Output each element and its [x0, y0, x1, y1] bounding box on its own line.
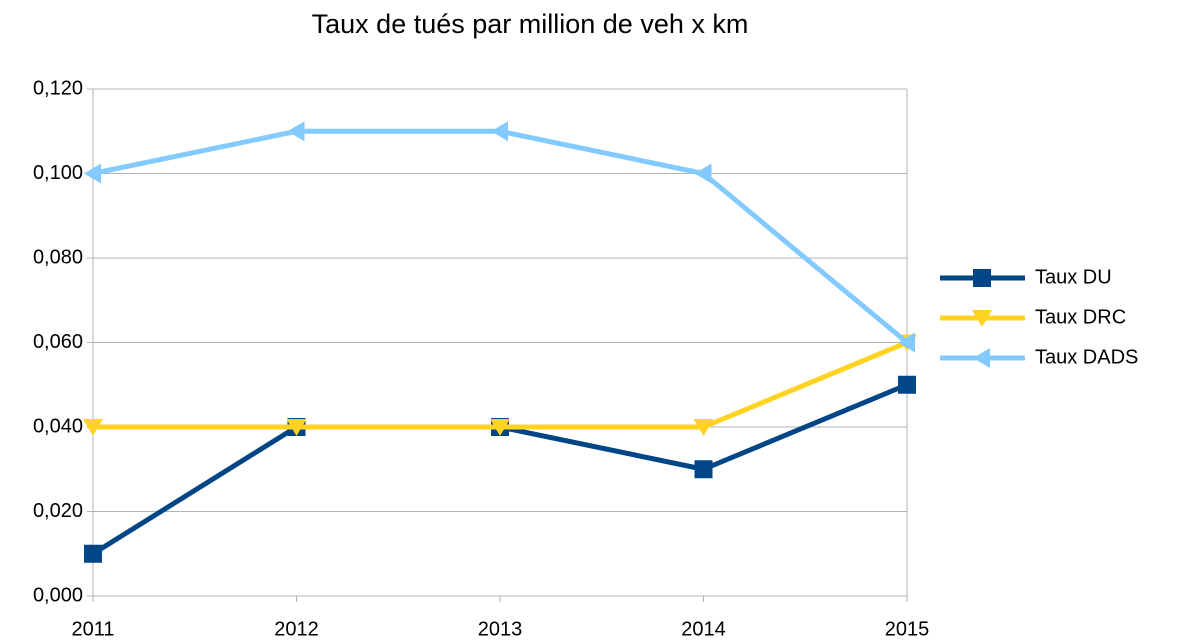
data-point — [84, 163, 101, 184]
data-point — [694, 460, 713, 479]
legend-marker — [973, 269, 991, 287]
y-tick-label: 0,080 — [33, 246, 83, 268]
legend-label: Taux DRC — [1035, 306, 1126, 328]
y-tick-label: 0,000 — [33, 584, 83, 606]
data-point — [287, 121, 305, 142]
x-tick-label: 2013 — [478, 618, 523, 640]
series-line — [91, 382, 908, 556]
y-tick-label: 0,020 — [33, 500, 83, 522]
data-point — [898, 375, 916, 394]
data-point — [83, 419, 103, 436]
data-point — [693, 419, 714, 436]
legend-marker — [973, 348, 990, 368]
data-point — [898, 332, 915, 353]
legend-label: Taux DADS — [1035, 346, 1138, 368]
data-point — [491, 121, 508, 142]
legend-marker — [972, 310, 992, 327]
data-point — [694, 163, 712, 184]
series-line — [93, 340, 908, 430]
data-point — [286, 419, 307, 436]
chart-title: Taux de tués par million de veh x km — [312, 9, 749, 39]
series-line — [92, 128, 909, 345]
data-point — [84, 544, 102, 563]
y-tick-label: 0,100 — [33, 162, 83, 184]
data-point — [490, 419, 510, 436]
legend-label: Taux DU — [1035, 266, 1112, 288]
x-tick-label: 2011 — [71, 618, 114, 640]
x-tick-label: 2014 — [681, 618, 726, 640]
x-tick-label: 2012 — [274, 618, 319, 640]
y-tick-label: 0,060 — [33, 331, 83, 353]
y-tick-label: 0,120 — [33, 77, 83, 99]
x-tick-label: 2015 — [885, 618, 930, 640]
y-tick-label: 0,040 — [33, 415, 83, 437]
